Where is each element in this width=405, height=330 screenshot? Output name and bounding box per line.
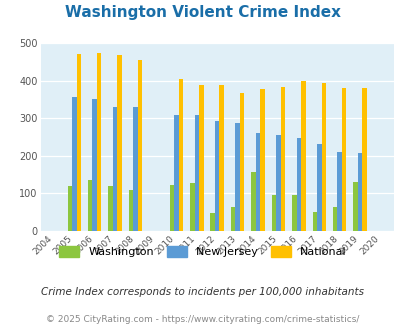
Bar xyxy=(219,85,224,231)
Bar xyxy=(67,186,72,231)
Text: Washington Violent Crime Index: Washington Violent Crime Index xyxy=(65,5,340,20)
Bar xyxy=(301,81,305,231)
Bar xyxy=(72,97,77,231)
Bar xyxy=(190,183,194,231)
Bar xyxy=(174,115,178,231)
Bar xyxy=(117,55,121,231)
Bar xyxy=(260,89,264,231)
Bar xyxy=(321,83,325,231)
Bar xyxy=(92,99,97,231)
Bar xyxy=(292,194,296,231)
Bar xyxy=(255,133,260,231)
Bar xyxy=(230,207,235,231)
Bar xyxy=(178,79,183,231)
Bar xyxy=(239,92,244,231)
Bar xyxy=(275,135,280,231)
Bar xyxy=(280,87,284,231)
Text: © 2025 CityRating.com - https://www.cityrating.com/crime-statistics/: © 2025 CityRating.com - https://www.city… xyxy=(46,315,359,324)
Bar xyxy=(235,123,239,231)
Bar xyxy=(316,144,321,231)
Bar xyxy=(198,85,203,231)
Bar xyxy=(194,115,198,231)
Bar xyxy=(113,107,117,231)
Bar xyxy=(133,107,137,231)
Bar xyxy=(210,213,214,231)
Bar xyxy=(88,180,92,231)
Bar xyxy=(296,138,301,231)
Text: Crime Index corresponds to incidents per 100,000 inhabitants: Crime Index corresponds to incidents per… xyxy=(41,287,364,297)
Bar xyxy=(357,153,362,231)
Bar xyxy=(341,88,345,231)
Bar xyxy=(77,54,81,231)
Bar xyxy=(271,194,275,231)
Bar xyxy=(128,190,133,231)
Bar xyxy=(352,182,357,231)
Bar xyxy=(137,60,142,231)
Bar xyxy=(362,88,366,231)
Bar xyxy=(251,172,255,231)
Legend: Washington, New Jersey, National: Washington, New Jersey, National xyxy=(55,242,350,262)
Bar xyxy=(312,212,316,231)
Bar xyxy=(169,185,174,231)
Bar xyxy=(332,207,337,231)
Bar xyxy=(337,151,341,231)
Bar xyxy=(97,53,101,231)
Bar xyxy=(108,186,113,231)
Bar xyxy=(214,121,219,231)
